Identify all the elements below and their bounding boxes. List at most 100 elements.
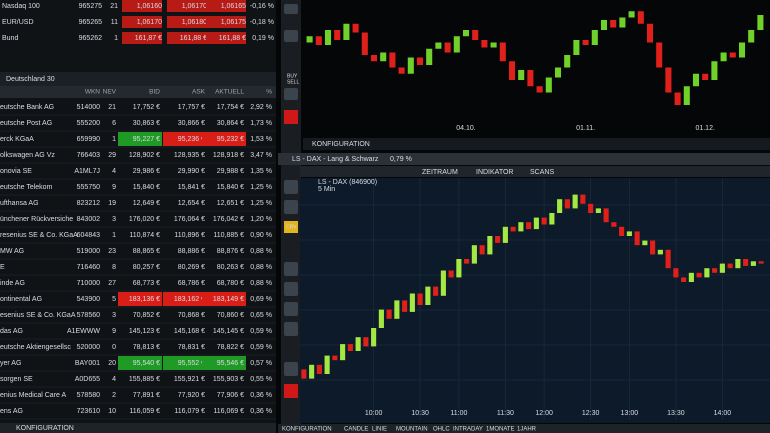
toolbar-label[interactable]: BUY <box>287 73 298 79</box>
quote-cell-text: 21 <box>110 3 118 10</box>
candle <box>490 42 497 48</box>
stock-cell: 17,752 € <box>133 104 160 111</box>
stock-cell: 116,079 € <box>174 408 205 415</box>
bottom-tab[interactable]: LINIE <box>372 427 387 433</box>
stock-cell: 145,168 € <box>174 328 205 335</box>
stock-cell: 78,813 € <box>133 344 160 351</box>
quote-cell <box>167 16 207 28</box>
stock-cell: 77,906 € <box>217 392 244 399</box>
candle <box>499 42 506 62</box>
candle <box>315 36 322 45</box>
quote-cell-text: 161,87 € <box>135 35 162 42</box>
candle <box>554 67 562 78</box>
candle <box>440 270 446 296</box>
candle <box>343 23 350 40</box>
candle <box>619 226 625 236</box>
candle <box>626 231 632 236</box>
toolbar-label[interactable]: SELL <box>287 79 299 85</box>
candle <box>417 293 423 305</box>
stock-cell: 145,123 € <box>129 328 160 335</box>
stock-cell: 183,136 € <box>129 296 160 303</box>
panel-tab[interactable]: ZEITRAUM <box>422 169 458 176</box>
top-config[interactable]: KONFIGURATION <box>312 141 370 148</box>
candle <box>603 208 609 223</box>
crv-button[interactable] <box>284 221 298 233</box>
bottom-tab[interactable]: OHLC <box>433 427 450 433</box>
candle <box>462 30 470 37</box>
quote-cell-text: 1 <box>114 35 118 42</box>
bottom-tab[interactable]: MOUNTAIN <box>396 427 428 433</box>
stock-cell: 110,885 € <box>213 232 244 239</box>
stock-cell: 20 <box>108 360 116 367</box>
candle <box>720 52 727 62</box>
stock-cell: 95,540 € <box>133 360 160 367</box>
x-tick-label: 12:00 <box>535 410 553 417</box>
quote-cell-text: 1,06160 <box>137 3 162 10</box>
candle <box>642 240 648 246</box>
bottom-tab[interactable]: INTRADAY <box>453 427 483 433</box>
stock-cell: 21 <box>108 104 116 111</box>
stock-cell: 555750 <box>77 184 100 191</box>
candle <box>394 300 400 319</box>
panel-title: LS - DAX - Lang & Schwarz <box>292 156 379 163</box>
bottom-tab[interactable]: 1JAHR <box>517 427 537 433</box>
candle <box>355 337 361 351</box>
bottom-tab[interactable]: CANDLE <box>344 427 368 433</box>
candle <box>444 42 451 53</box>
stock-name: ens AG <box>0 408 23 415</box>
stock-cell: 95,232 € <box>217 136 244 143</box>
stock-name: eutsche Post AG <box>0 120 52 127</box>
stock-cell: 145,145 € <box>213 328 244 335</box>
quote-cell-text: 11 <box>111 19 118 26</box>
stock-name: eutsche Telekom <box>0 184 53 191</box>
quote-cell <box>206 16 246 28</box>
close-button[interactable] <box>284 110 298 124</box>
quote-cell-text: 1,06170 <box>182 3 207 10</box>
candle <box>409 293 415 312</box>
bottom-tab[interactable]: KONFIGURATION <box>282 427 332 433</box>
bottom-tab[interactable]: 1MONATE <box>486 427 515 433</box>
stock-cell: 128,935 € <box>174 152 205 159</box>
candle <box>637 11 644 24</box>
stock-name: E <box>0 264 5 271</box>
candle <box>557 199 563 213</box>
stock-cell: 0,65 % <box>250 312 272 319</box>
candle <box>545 77 552 93</box>
stock-cell: 29,988 € <box>217 168 244 175</box>
candle <box>580 194 586 204</box>
candle <box>541 217 547 225</box>
stock-cell: 23 <box>108 248 116 255</box>
stock-cell: 0,36 % <box>250 408 272 415</box>
close-button[interactable] <box>284 384 298 398</box>
stock-cell: A0D655 <box>75 376 100 383</box>
stock-cell: 0,59 % <box>250 344 272 351</box>
stock-cell: 0,36 % <box>250 392 272 399</box>
candle <box>386 309 392 319</box>
candle <box>657 249 663 255</box>
stock-cell: 2 <box>112 392 116 399</box>
stock-cell: 77,920 € <box>178 392 205 399</box>
stock-cell: 68,780 € <box>217 280 244 287</box>
candle <box>526 222 532 230</box>
toolbar-label[interactable]: CRV <box>286 224 297 230</box>
quote-cell <box>206 0 246 12</box>
stock-cell: 95,236 € <box>178 136 205 143</box>
quote-cell-text: 161,88 € <box>180 35 207 42</box>
candle <box>634 231 640 246</box>
toolbar-icons[interactable] <box>284 4 298 376</box>
config-label[interactable]: KONFIGURATION <box>16 425 74 432</box>
candle <box>610 20 617 28</box>
panel-title-bar <box>278 153 770 165</box>
quote-cell <box>167 32 207 44</box>
stock-cell: 843002 <box>77 216 100 223</box>
stock-cell: 29 <box>108 152 116 159</box>
x-tick-label: 11:30 <box>497 410 514 417</box>
stock-cell: 155,921 € <box>174 376 205 383</box>
stock-cell: A1ML7J <box>74 168 100 175</box>
candle <box>681 277 687 282</box>
panel-tab[interactable]: SCANS <box>530 169 554 176</box>
candle <box>712 268 718 273</box>
panel-tab[interactable]: INDIKATOR <box>476 169 513 176</box>
stock-cell: 110,874 € <box>129 232 160 239</box>
stock-name: inde AG <box>0 280 25 287</box>
